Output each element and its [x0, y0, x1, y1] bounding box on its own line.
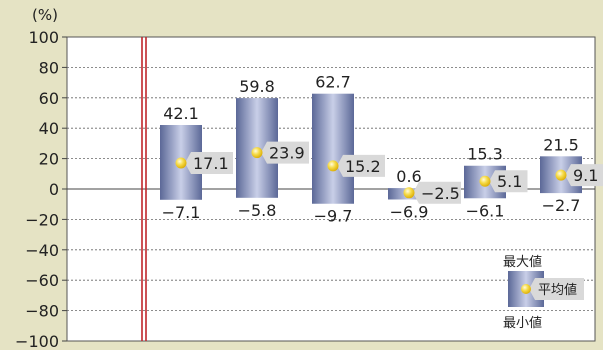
avg-value-dot [175, 157, 187, 169]
max-value-label: 62.7 [315, 73, 351, 92]
legend: 最大値 平均値 最小値 [503, 254, 584, 331]
avg-value-dot [479, 175, 491, 187]
legend-avg-label-box [529, 278, 584, 300]
y-axis-ticks: 100 80 60 40 20 0 −20 −40 −60 −80 −100 [15, 28, 67, 350]
min-value-label: −7.1 [162, 203, 201, 222]
max-value-label: 21.5 [543, 135, 579, 154]
legend-min-label: 最小値 [503, 315, 542, 331]
legend-avg-dot [521, 284, 531, 294]
y-tick-label: −20 [25, 210, 59, 229]
avg-label-box [337, 154, 385, 177]
y-tick-label: −80 [25, 302, 59, 321]
max-value-label: 59.8 [239, 77, 275, 96]
legend-max-label: 最大値 [503, 254, 542, 270]
y-tick-label: 80 [39, 58, 59, 77]
avg-value-dot [327, 160, 339, 172]
y-tick-label: −60 [25, 271, 59, 290]
min-value-label: −9.7 [314, 207, 353, 226]
min-value-label: −2.7 [542, 196, 581, 215]
avg-value-label: 5.1 [497, 172, 522, 191]
avg-value-label: 9.1 [573, 166, 598, 185]
avg-label-box [565, 164, 603, 187]
y-tick-label: 100 [28, 28, 59, 47]
min-value-label: −6.1 [466, 201, 505, 220]
avg-value-dot [555, 169, 567, 181]
y-tick-label: −100 [15, 332, 59, 350]
avg-label-box [185, 152, 233, 175]
y-tick-label: −40 [25, 241, 59, 260]
avg-value-label: −2.5 [421, 184, 460, 203]
range-bar [312, 93, 354, 204]
max-value-label: 42.1 [163, 104, 199, 123]
y-tick-label: 40 [39, 119, 59, 138]
min-value-label: −5.8 [238, 201, 277, 220]
legend-avg-label: 平均値 [538, 282, 577, 298]
avg-value-dot [403, 187, 415, 199]
avg-value-label: 15.2 [345, 157, 381, 176]
avg-label-box [413, 181, 461, 204]
y-unit-label: (%) [32, 6, 58, 24]
avg-label-box [261, 141, 309, 164]
min-value-label: −6.9 [390, 202, 429, 221]
y-tick-label: 20 [39, 150, 59, 169]
y-tick-label: 0 [49, 180, 59, 199]
avg-label-box [489, 170, 528, 193]
avg-value-label: 23.9 [269, 144, 305, 163]
avg-value-label: 17.1 [193, 154, 229, 173]
data-labels: 42.1−7.117.159.8−5.823.962.7−9.715.20.6−… [162, 73, 603, 226]
grid-lines [67, 67, 595, 312]
y-tick-label: 60 [39, 89, 59, 108]
max-value-label: 15.3 [467, 145, 503, 164]
max-value-label: 0.6 [396, 167, 421, 186]
avg-value-dot [251, 147, 263, 159]
